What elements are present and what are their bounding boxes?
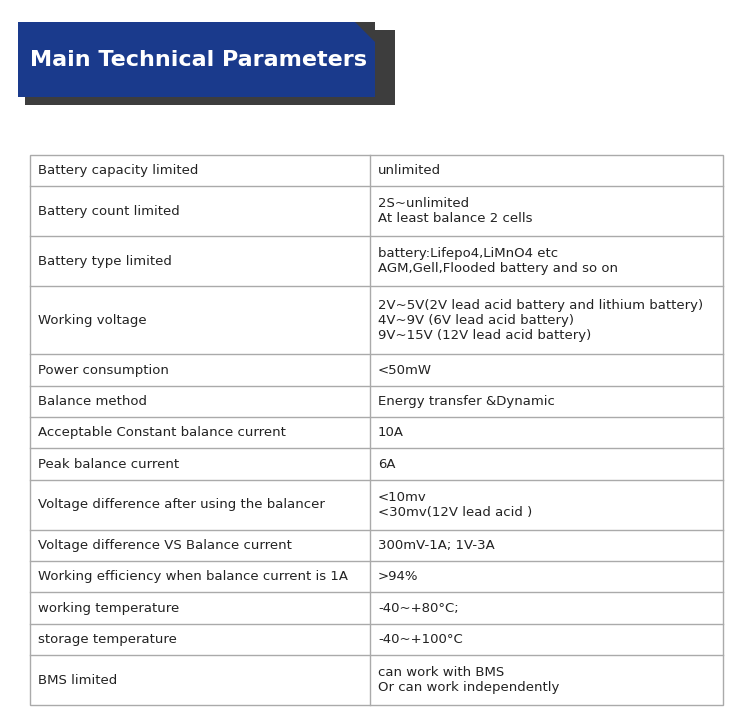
Text: <10mv
<30mv(12V lead acid ): <10mv <30mv(12V lead acid ) xyxy=(378,490,532,518)
Text: <50mW: <50mW xyxy=(378,363,432,376)
Text: 2S~unlimited
At least balance 2 cells: 2S~unlimited At least balance 2 cells xyxy=(378,197,532,225)
Text: Working efficiency when balance current is 1A: Working efficiency when balance current … xyxy=(38,570,348,583)
Text: storage temperature: storage temperature xyxy=(38,633,177,646)
Text: Battery type limited: Battery type limited xyxy=(38,255,172,268)
Text: -40~+100°C: -40~+100°C xyxy=(378,633,463,646)
Text: unlimited: unlimited xyxy=(378,164,441,177)
Text: Main Technical Parameters: Main Technical Parameters xyxy=(30,50,367,70)
Text: Balance method: Balance method xyxy=(38,395,147,408)
Text: 10A: 10A xyxy=(378,426,404,439)
Text: Battery capacity limited: Battery capacity limited xyxy=(38,164,198,177)
Text: BMS limited: BMS limited xyxy=(38,673,117,686)
Text: Voltage difference VS Balance current: Voltage difference VS Balance current xyxy=(38,538,292,552)
Text: >94%: >94% xyxy=(378,570,419,583)
Text: Voltage difference after using the balancer: Voltage difference after using the balan… xyxy=(38,498,325,511)
Text: 2V~5V(2V lead acid battery and lithium battery)
4V~9V (6V lead acid battery)
9V~: 2V~5V(2V lead acid battery and lithium b… xyxy=(378,299,703,342)
Bar xyxy=(25,30,395,105)
Text: Power consumption: Power consumption xyxy=(38,363,169,376)
Polygon shape xyxy=(355,22,375,42)
Text: Battery count limited: Battery count limited xyxy=(38,205,180,218)
Text: Energy transfer &Dynamic: Energy transfer &Dynamic xyxy=(378,395,555,408)
Bar xyxy=(18,22,375,97)
Text: 6A: 6A xyxy=(378,457,395,470)
Bar xyxy=(30,155,723,705)
Text: working temperature: working temperature xyxy=(38,602,179,615)
Text: Working voltage: Working voltage xyxy=(38,314,147,327)
Text: Peak balance current: Peak balance current xyxy=(38,457,179,470)
Text: 300mV-1A; 1V-3A: 300mV-1A; 1V-3A xyxy=(378,538,495,552)
Text: -40~+80°C;: -40~+80°C; xyxy=(378,602,459,615)
Text: can work with BMS
Or can work independently: can work with BMS Or can work independen… xyxy=(378,666,559,694)
Text: battery:Lifepo4,LiMnO4 etc
AGM,Gell,Flooded battery and so on: battery:Lifepo4,LiMnO4 etc AGM,Gell,Floo… xyxy=(378,247,618,275)
Text: Acceptable Constant balance current: Acceptable Constant balance current xyxy=(38,426,286,439)
